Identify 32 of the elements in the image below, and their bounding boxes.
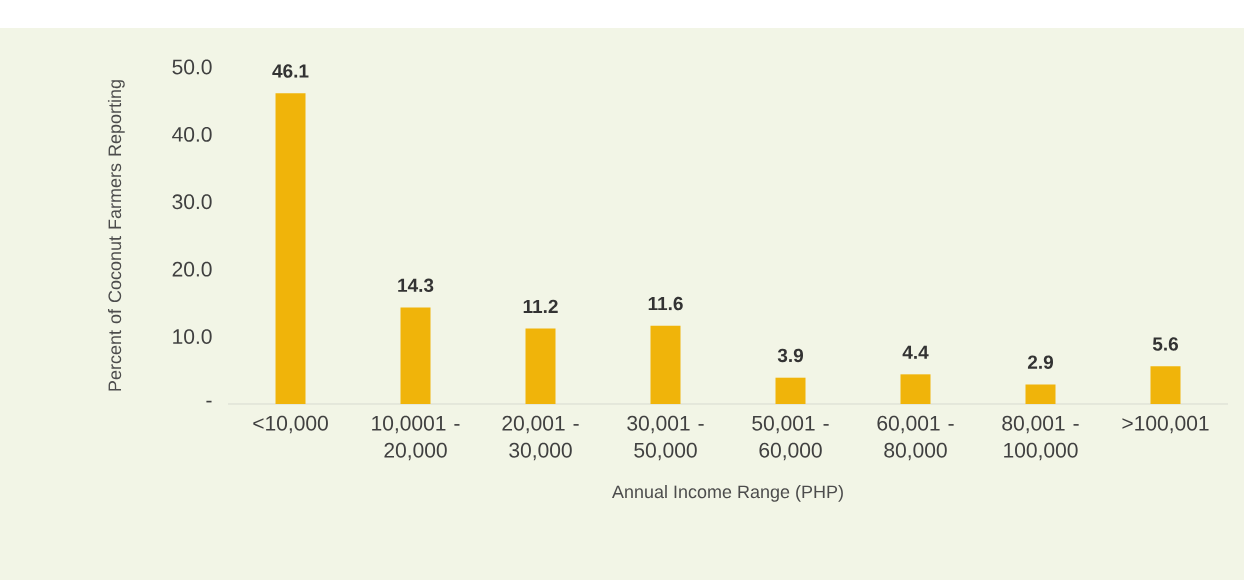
x-tick-label: 20,001 - 30,000 (502, 415, 579, 461)
x-tick-label: 50,001 - 60,000 (752, 415, 829, 461)
x-tick-label: 10,0001 - 20,000 (372, 415, 460, 461)
y-tick-label: 40.0 (172, 126, 212, 142)
x-tick-label: 60,001 - 80,000 (877, 415, 954, 461)
data-label: 5.6 (1152, 337, 1179, 351)
y-tick-label: 20.0 (172, 261, 212, 277)
bar (525, 328, 556, 404)
x-tick-label: 80,001 - 100,000 (1002, 415, 1079, 461)
data-label: 3.9 (777, 348, 804, 363)
data-label: 14.3 (398, 278, 434, 293)
data-label: 4.4 (902, 345, 929, 359)
data-label: 46.1 (272, 64, 309, 78)
x-tick-label: 30,001 - 50,000 (627, 415, 704, 461)
x-axis-title: Annual Income Range (PHP) (611, 485, 843, 502)
x-tick-label: <10,000 (253, 415, 328, 434)
bar (775, 377, 806, 404)
y-tick-label: 10.0 (173, 329, 212, 345)
bar (1150, 366, 1181, 404)
y-tick-label: - (206, 400, 212, 403)
bar (650, 325, 681, 404)
data-label: 11.6 (648, 296, 683, 311)
y-axis-title: Percent of Coconut Farmers Reporting (107, 80, 125, 391)
data-label: 11.2 (523, 299, 558, 313)
y-tick-label: 30.0 (172, 194, 212, 210)
y-tick-label: 50.0 (172, 59, 212, 75)
bar (400, 307, 431, 404)
bar (900, 374, 931, 404)
data-label: 2.9 (1027, 355, 1054, 369)
x-tick-label: >100,001 (1122, 415, 1209, 434)
bar (275, 93, 306, 404)
bar (1025, 384, 1056, 404)
